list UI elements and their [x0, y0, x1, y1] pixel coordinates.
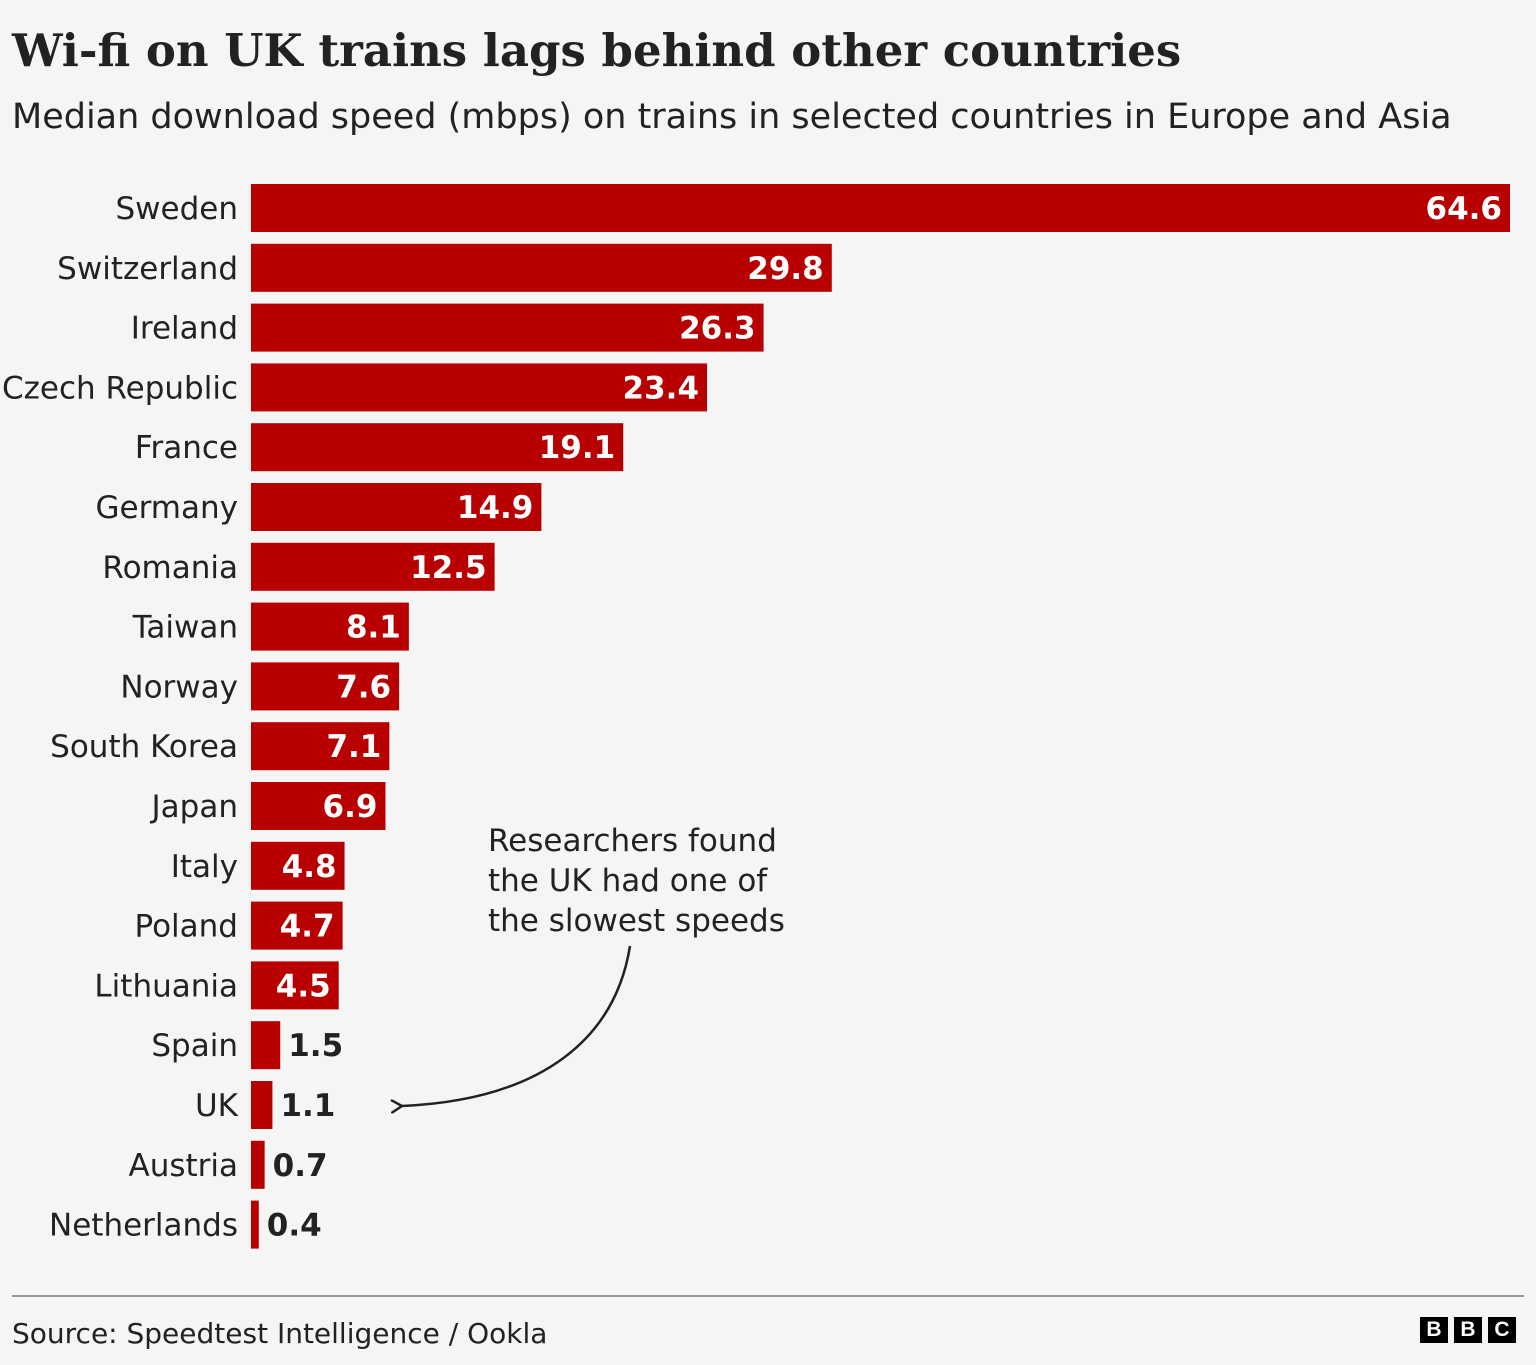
value-label-czech-republic: 23.4	[623, 370, 700, 406]
bar-taiwan	[251, 602, 409, 651]
bar-switzerland	[251, 243, 832, 292]
bar-ireland	[251, 303, 764, 352]
bar-romania	[251, 542, 495, 591]
category-label-japan: Japan	[150, 789, 238, 825]
bar-japan	[251, 782, 386, 830]
value-label-japan: 6.9	[323, 789, 378, 825]
bar-chart: Sweden Switzerland Ireland Czech Republic Fr…	[2, 184, 1510, 1249]
bar-spain	[251, 1021, 281, 1070]
value-label-spain: 1.5	[288, 1028, 343, 1064]
category-label-romania: Romania	[102, 550, 238, 586]
value-label-switzerland: 29.8	[747, 251, 824, 287]
value-label-taiwan: 8.1	[346, 610, 401, 646]
footer-divider	[12, 1295, 1524, 1297]
annotation-line-3: the slowest speeds	[488, 903, 785, 939]
bar-sweden	[251, 184, 1510, 232]
category-label-netherlands: Netherlands	[49, 1208, 238, 1244]
value-labels: 64.6 29.8 26.3 23.419.114.9 12.58.1 7.6 7.1 6.9…	[267, 191, 1502, 1244]
bar-south-korea	[251, 722, 390, 771]
value-label-ireland: 26.3	[679, 311, 756, 347]
bar-poland	[251, 901, 343, 950]
value-label-norway: 7.6	[336, 669, 391, 705]
bar-france	[251, 423, 624, 472]
category-label-south-korea: South Korea	[50, 729, 238, 765]
bar-lithuania	[251, 961, 339, 1010]
bars-group	[251, 184, 1510, 1249]
value-label-south-korea: 7.1	[326, 729, 381, 765]
category-label-switzerland: Switzerland	[57, 251, 238, 287]
value-label-netherlands: 0.4	[267, 1208, 322, 1244]
category-label-czech-republic: Czech Republic	[2, 370, 238, 406]
category-label-austria: Austria	[128, 1148, 238, 1184]
category-label-germany: Germany	[96, 490, 238, 526]
bar-netherlands	[251, 1200, 259, 1249]
annotation-line-1: Researchers found	[488, 823, 777, 859]
bbc-logo: B B C	[1420, 1317, 1516, 1343]
value-label-italy: 4.8	[282, 849, 337, 885]
annotation: Researchers found the UK had one of the …	[402, 823, 785, 1106]
logo-letter-c: C	[1488, 1317, 1516, 1343]
chart-title: Wi-fi on UK trains lags behind other cou…	[12, 24, 1182, 77]
category-label-france: France	[135, 430, 238, 466]
value-label-poland: 4.7	[280, 909, 335, 945]
logo-letter-b1: B	[1420, 1317, 1448, 1343]
chart-subtitle: Median download speed (mbps) on trains i…	[12, 97, 1452, 137]
bar-uk	[251, 1081, 273, 1129]
category-label-sweden: Sweden	[115, 191, 238, 227]
logo-letter-b2: B	[1454, 1317, 1482, 1343]
value-label-germany: 14.9	[457, 490, 534, 526]
category-labels: Sweden Switzerland Ireland Czech Republic Fr…	[2, 191, 239, 1244]
value-label-lithuania: 4.5	[276, 968, 331, 1004]
annotation-line-2: the UK had one of	[488, 863, 768, 899]
bar-germany	[251, 483, 542, 531]
category-label-norway: Norway	[120, 669, 238, 705]
category-label-poland: Poland	[135, 909, 239, 945]
category-label-lithuania: Lithuania	[94, 968, 238, 1004]
bar-czech-republic	[251, 363, 708, 412]
category-label-taiwan: Taiwan	[132, 610, 238, 646]
category-label-italy: Italy	[171, 849, 238, 885]
bar-austria	[251, 1140, 265, 1189]
category-label-ireland: Ireland	[131, 311, 238, 347]
annotation-arrow	[402, 945, 632, 1106]
category-label-spain: Spain	[151, 1028, 238, 1064]
value-label-france: 19.1	[539, 430, 616, 466]
source-note: Source: Speedtest Intelligence / Ookla	[12, 1317, 548, 1350]
bar-norway	[251, 662, 400, 711]
bar-italy	[251, 841, 345, 890]
value-label-uk: 1.1	[280, 1088, 335, 1124]
category-label-uk: UK	[195, 1088, 239, 1124]
value-label-romania: 12.5	[410, 550, 487, 586]
chart-area: Sweden Switzerland Ireland Czech Republic Fr…	[2, 184, 1510, 1249]
value-label-sweden: 64.6	[1426, 191, 1503, 227]
value-label-austria: 0.7	[273, 1148, 328, 1184]
